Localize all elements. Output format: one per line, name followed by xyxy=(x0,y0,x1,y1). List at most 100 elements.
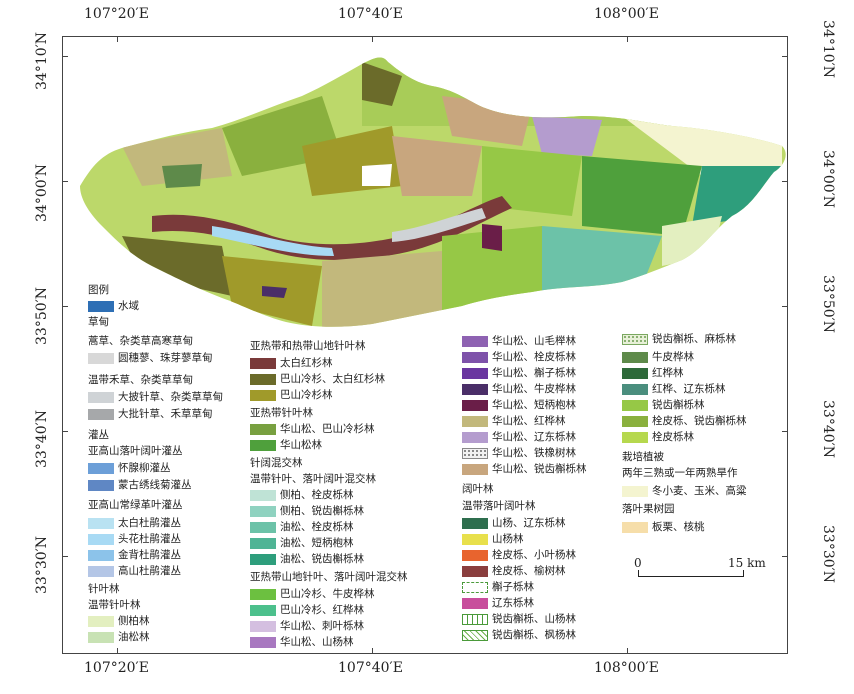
legend-label: 大批针草、禾草草甸 xyxy=(118,408,213,420)
legend-label: 栓皮栎、锐齿槲栎林 xyxy=(652,415,747,427)
legend-label: 巴山冷杉、红桦林 xyxy=(280,604,364,616)
legend-heading: 落叶果树园 xyxy=(622,503,675,515)
map-patch xyxy=(152,196,512,260)
tick-mark xyxy=(62,556,68,557)
legend-swatch xyxy=(250,589,276,601)
legend-item: 栓皮栎、锐齿槲栎林 xyxy=(622,414,747,430)
legend-swatch xyxy=(88,353,114,365)
legend-item: 巴山冷杉、红桦林 xyxy=(250,603,364,619)
legend-swatch xyxy=(462,384,488,396)
legend-label: 华山松、红桦林 xyxy=(492,415,566,427)
scale-tick-left xyxy=(638,570,639,577)
legend-item-water: 水域 xyxy=(88,299,139,315)
legend-label: 华山松、槲子栎林 xyxy=(492,367,576,379)
legend-label: 巴山冷杉、牛皮桦林 xyxy=(280,588,375,600)
legend-label: 华山松、山毛榉林 xyxy=(492,335,576,347)
legend-item: 锐齿槲栎、麻栎林 xyxy=(622,332,736,348)
legend-swatch xyxy=(462,518,488,530)
legend-label: 华山松、短柄枹林 xyxy=(492,399,576,411)
legend-label: 华山松、巴山冷杉林 xyxy=(280,423,375,435)
tick-mark xyxy=(782,181,788,182)
bottom-lon-label-3: 108°00′E xyxy=(594,660,659,676)
tick-mark xyxy=(627,648,628,654)
map-patch xyxy=(262,286,287,298)
legend-swatch xyxy=(462,416,488,428)
legend-item: 蒙古绣线菊灌丛 xyxy=(88,478,192,494)
legend-item: 太白杜鹃灌丛 xyxy=(88,516,181,532)
legend-swatch xyxy=(88,518,114,530)
legend-label: 槲子栎林 xyxy=(492,581,534,593)
map-patch xyxy=(362,62,402,106)
legend-heading: 亚高山落叶阔叶灌丛 xyxy=(88,445,183,457)
legend-heading: 栽培植被 xyxy=(622,451,664,463)
legend-item: 太白红杉林 xyxy=(250,356,333,372)
tick-mark xyxy=(62,306,68,307)
legend-label: 蒙古绣线菊灌丛 xyxy=(118,479,192,491)
map-patch xyxy=(122,236,232,296)
legend-item: 华山松、锐齿槲栎林 xyxy=(462,462,587,478)
legend-item: 侧柏、锐齿槲栎林 xyxy=(250,504,364,520)
legend-heading: 亚高山常绿革叶灌丛 xyxy=(88,499,183,511)
legend-swatch xyxy=(250,506,276,518)
legend-item: 锐齿槲栎林 xyxy=(622,398,705,414)
legend-item: 栓皮栎、小叶杨林 xyxy=(462,548,576,564)
legend-item: 大披针草、杂类草草甸 xyxy=(88,390,223,406)
legend-item: 油松、短柄枹林 xyxy=(250,536,354,552)
tick-mark xyxy=(117,648,118,654)
legend-swatch xyxy=(88,566,114,578)
legend-label: 油松、栓皮栎林 xyxy=(280,521,354,533)
legend-swatch xyxy=(462,566,488,578)
legend-label: 金背杜鹃灌丛 xyxy=(118,549,181,561)
legend-swatch xyxy=(462,464,488,476)
legend-item: 山杨、辽东栎林 xyxy=(462,516,566,532)
legend-label: 圆穗蓼、珠芽蓼草甸 xyxy=(118,352,213,364)
legend-swatch xyxy=(622,352,648,364)
legend-item: 巴山冷杉、太白红杉林 xyxy=(250,372,385,388)
legend-item: 华山松、巴山冷杉林 xyxy=(250,422,375,438)
legend-label: 锐齿槲栎、山杨林 xyxy=(492,613,576,625)
legend-item: 华山松、刺叶栎林 xyxy=(250,619,364,635)
legend-label: 华山松、牛皮桦林 xyxy=(492,383,576,395)
map-patch xyxy=(542,226,662,296)
legend-item: 华山松、栓皮栎林 xyxy=(462,350,576,366)
map-patch xyxy=(322,251,442,327)
legend-item: 栓皮栎、榆树林 xyxy=(462,564,566,580)
map-patch xyxy=(212,226,334,256)
map-patch xyxy=(442,226,542,311)
legend-item: 华山松、牛皮桦林 xyxy=(462,382,576,398)
tick-mark xyxy=(782,556,788,557)
legend-swatch xyxy=(622,400,648,412)
legend-label: 巴山冷杉、太白红杉林 xyxy=(280,373,385,385)
legend-item: 圆穗蓼、珠芽蓼草甸 xyxy=(88,351,213,367)
legend-swatch xyxy=(88,480,114,492)
legend-label: 华山松、山杨林 xyxy=(280,636,354,648)
legend-item: 巴山冷杉、牛皮桦林 xyxy=(250,587,375,603)
legend-swatch xyxy=(462,368,488,380)
legend-item: 油松林 xyxy=(88,630,150,646)
legend-item: 槲子栎林 xyxy=(462,580,534,596)
legend-swatch xyxy=(88,463,114,475)
legend-heading: 温带针叶、落叶阔叶混交林 xyxy=(250,473,376,485)
legend-swatch-grass xyxy=(462,630,488,642)
legend-swatch xyxy=(88,632,114,644)
legend-swatch xyxy=(462,336,488,348)
scale-tick-right xyxy=(743,570,744,577)
legend-heading: 亚热带和热带山地针叶林 xyxy=(250,340,366,352)
legend-item: 华山松、山毛榉林 xyxy=(462,334,576,350)
legend-item: 红桦、辽东栎林 xyxy=(622,382,726,398)
legend-heading: 针叶林 xyxy=(88,583,120,595)
map-patch xyxy=(392,208,486,242)
top-lon-label-2: 107°40′E xyxy=(338,6,403,22)
legend-label: 侧柏、锐齿槲栎林 xyxy=(280,505,364,517)
tick-mark xyxy=(782,306,788,307)
legend-label: 华山松、辽东栎林 xyxy=(492,431,576,443)
bottom-lon-label-2: 107°40′E xyxy=(338,660,403,676)
legend-swatch xyxy=(462,352,488,364)
legend-label: 山杨、辽东栎林 xyxy=(492,517,566,529)
legend-label: 油松林 xyxy=(118,631,150,643)
legend-swatch xyxy=(250,490,276,502)
legend-swatch xyxy=(250,374,276,386)
legend-label: 锐齿槲栎、枫杨林 xyxy=(492,629,576,641)
legend-swatch xyxy=(250,621,276,633)
